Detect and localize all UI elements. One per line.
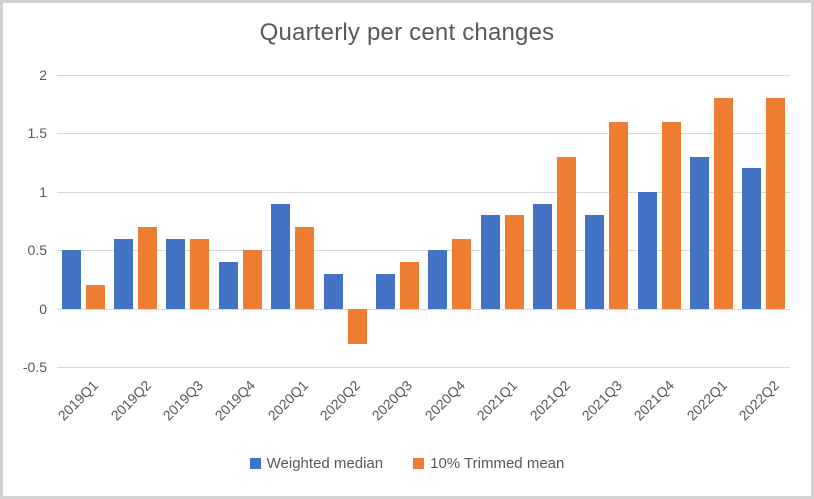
bar-weighted-median [742,168,762,309]
bar-weighted-median [532,203,552,309]
bar-weighted-median [428,250,448,309]
legend-label: Weighted median [266,455,384,472]
x-axis-tick-text: 2019Q3 [159,377,207,424]
x-axis-tick-text: 2019Q4 [212,377,259,424]
x-axis-tick-text: 2022Q1 [683,377,730,424]
x-axis-tick-text: 2019Q1 [54,377,102,424]
bar-10-trimmed-mean [138,226,157,309]
x-axis-tick-text: 2022Q2 [735,377,783,424]
x-axis-tick-text: 2021Q3 [578,377,626,424]
x-axis-tick-text: 2020Q1 [264,377,311,424]
bar-10-trimmed-mean [85,285,105,309]
bar-weighted-median [637,191,657,309]
gridline [57,75,790,76]
legend-item-weighted-median: Weighted median [249,455,384,472]
bar-10-trimmed-mean [190,238,210,309]
y-axis-tick-label: 0 [39,301,47,317]
bar-10-trimmed-mean [347,308,367,344]
x-axis-tick-text: 2020Q2 [316,377,364,424]
bar-10-trimmed-mean [452,238,472,309]
bar-10-trimmed-mean [295,226,315,309]
legend: Weighted median 10% Trimmed mean [3,455,811,472]
y-axis-tick-label: 1.5 [27,125,47,141]
legend-swatch [413,458,425,469]
legend-label: 10% Trimmed mean [430,455,565,472]
bar-10-trimmed-mean [242,250,262,309]
y-axis-tick-label: 0.5 [27,242,47,258]
x-axis-tick-text: 2019Q2 [107,377,154,424]
x-axis-tick-text: 2021Q4 [630,377,678,424]
bar-weighted-median [585,215,605,309]
bar-weighted-median [323,273,343,309]
bar-10-trimmed-mean [556,156,576,309]
bar-weighted-median [218,261,238,309]
chart-title: Quarterly per cent changes [259,19,555,46]
bar-10-trimmed-mean [609,121,629,309]
gridline [57,309,790,310]
gridline [57,250,790,251]
y-axis-tick-label: 2 [39,67,47,83]
x-axis-tick-text: 2021Q1 [473,377,521,424]
gridline [57,367,790,368]
bar-10-trimmed-mean [399,261,419,309]
bar-weighted-median [375,273,395,309]
x-axis-tick-text: 2021Q2 [526,377,573,424]
bar-weighted-median [114,238,133,309]
gridline [57,192,790,193]
y-axis-tick-label: 1 [39,184,47,200]
bar-10-trimmed-mean [714,98,733,309]
chart-area: Quarterly per cent changes Weighted medi… [3,3,811,496]
x-axis-tick-text: 2020Q3 [369,377,416,424]
gridline [57,133,790,134]
bar-weighted-median [271,203,291,309]
y-axis-tick-label: -0.5 [22,359,47,375]
bar-weighted-median [690,156,709,309]
bar-10-trimmed-mean [661,121,681,309]
bar-10-trimmed-mean [766,98,786,309]
x-axis-tick-text: 2020Q4 [421,377,469,424]
legend-item-10-trimmed-mean: 10% Trimmed mean [413,455,564,472]
bar-weighted-median [480,215,500,309]
legend-swatch [249,458,261,469]
bar-weighted-median [61,250,81,309]
bar-10-trimmed-mean [504,215,524,309]
bar-weighted-median [166,238,186,309]
